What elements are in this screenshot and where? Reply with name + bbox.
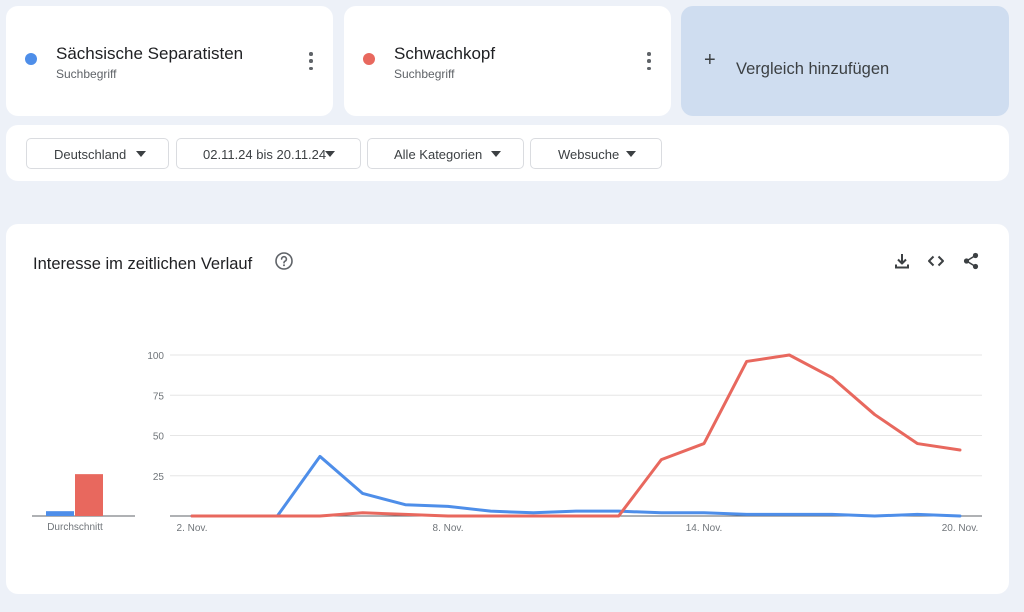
average-label: Durchschnitt bbox=[47, 522, 103, 533]
filter-bar: Deutschland 02.11.24 bis 20.11.24 Alle K… bbox=[6, 125, 1009, 181]
caret-down-icon bbox=[325, 151, 335, 157]
term-1-type: Suchbegriff bbox=[56, 67, 117, 81]
caret-down-icon bbox=[626, 151, 636, 157]
help-circle-icon[interactable] bbox=[274, 251, 294, 271]
category-filter-label: Alle Kategorien bbox=[394, 147, 483, 162]
date-range-filter-label: 02.11.24 bis 20.11.24 bbox=[203, 147, 327, 162]
x-tick-label: 8. Nov. bbox=[433, 523, 464, 534]
add-comparison-label: Vergleich hinzufügen bbox=[736, 60, 890, 78]
region-filter-dropdown[interactable]: Deutschland bbox=[26, 138, 169, 169]
x-tick-label: 20. Nov. bbox=[942, 523, 979, 534]
share-icon[interactable] bbox=[961, 251, 981, 271]
search-type-filter-label: Websuche bbox=[558, 147, 620, 162]
download-icon[interactable] bbox=[892, 251, 912, 271]
term-1-more-options-icon[interactable] bbox=[305, 52, 317, 70]
date-range-filter-dropdown[interactable]: 02.11.24 bis 20.11.24 bbox=[176, 138, 361, 169]
interest-chart: 25 50 75 100 2. Nov. 8. Nov. 14. Nov. 20. Nov. D… bbox=[32, 351, 982, 534]
x-tick-label: 2. Nov. bbox=[177, 523, 208, 534]
section-title: Interesse im zeitlichen Verlauf bbox=[33, 255, 253, 273]
term-2-type: Suchbegriff bbox=[394, 67, 455, 81]
caret-down-icon bbox=[136, 151, 146, 157]
add-comparison-button[interactable]: + Vergleich hinzufügen bbox=[681, 6, 1009, 116]
average-bar-2 bbox=[75, 474, 103, 516]
term-card-1[interactable]: Sächsische Separatisten Suchbegriff bbox=[6, 6, 333, 116]
region-filter-label: Deutschland bbox=[54, 147, 127, 162]
search-type-filter-dropdown[interactable]: Websuche bbox=[530, 138, 662, 169]
y-tick-label: 75 bbox=[153, 391, 165, 402]
y-tick-label: 50 bbox=[153, 432, 165, 443]
y-tick-label: 25 bbox=[153, 472, 165, 483]
term-1-color-dot bbox=[25, 53, 37, 65]
term-card-2[interactable]: Schwachkopf Suchbegriff bbox=[344, 6, 671, 116]
interest-over-time-card: Interesse im zeitlichen Verlauf 25 50 75 10… bbox=[6, 224, 1009, 594]
caret-down-icon bbox=[491, 151, 501, 157]
y-tick-label: 100 bbox=[147, 351, 164, 362]
average-bar-1 bbox=[46, 511, 74, 516]
term-1-name: Sächsische Separatisten bbox=[56, 44, 244, 63]
series-line-1 bbox=[190, 454, 962, 518]
embed-code-icon[interactable] bbox=[926, 251, 946, 271]
term-2-color-dot bbox=[363, 53, 375, 65]
term-2-name: Schwachkopf bbox=[394, 44, 496, 63]
term-2-more-options-icon[interactable] bbox=[643, 52, 655, 70]
plus-icon: + bbox=[704, 49, 716, 71]
x-tick-label: 14. Nov. bbox=[686, 523, 723, 534]
category-filter-dropdown[interactable]: Alle Kategorien bbox=[367, 138, 524, 169]
